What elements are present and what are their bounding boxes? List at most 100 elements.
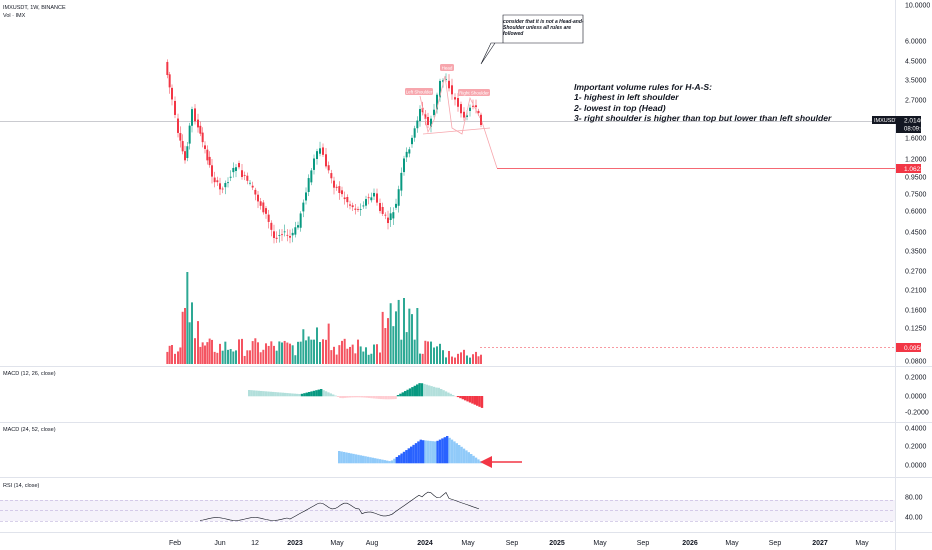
candle-body xyxy=(403,158,405,173)
candle-body xyxy=(249,182,251,184)
macd2-bar xyxy=(410,446,413,464)
volume-bar xyxy=(265,343,267,364)
volume-bar xyxy=(174,353,176,364)
price-tick: 0.1600 xyxy=(905,308,927,315)
volume-bar xyxy=(227,349,229,364)
macd1-bar xyxy=(260,390,263,397)
macd2-bar xyxy=(381,459,384,464)
volume-bar xyxy=(305,340,307,364)
candle-body xyxy=(275,237,278,239)
candle-body xyxy=(367,197,370,199)
volume-bar xyxy=(477,356,480,364)
volume-bar xyxy=(249,350,251,364)
macd2-bar xyxy=(390,460,394,464)
macd2-bar xyxy=(446,436,449,464)
macd2-bar xyxy=(357,454,360,464)
volume-bar xyxy=(232,351,235,364)
macd1-bar xyxy=(267,391,270,397)
candle-body xyxy=(270,222,273,230)
candle-body xyxy=(463,111,465,118)
candle-body xyxy=(381,207,384,214)
volume-bar xyxy=(216,352,219,364)
hs-labels: Left Shoulder Head Right Shoulder xyxy=(405,64,490,96)
volume-bar xyxy=(319,342,321,364)
candle-body xyxy=(184,151,186,161)
macd2-bar xyxy=(352,453,355,464)
candle-body xyxy=(174,100,176,115)
macd1-bar xyxy=(346,396,349,398)
macd2-bar xyxy=(453,441,456,464)
macd2-bar xyxy=(369,457,372,464)
price-tick: 0.1250 xyxy=(905,326,927,333)
price-tick: 6.0000 xyxy=(905,39,927,46)
volume-bar xyxy=(201,342,204,364)
macd1-bar xyxy=(416,384,419,397)
candle-body xyxy=(376,193,378,203)
rsi-band xyxy=(0,500,895,522)
price-tick: 0.9500 xyxy=(905,175,927,182)
macd1-bar xyxy=(372,396,376,399)
volume-bar xyxy=(389,303,392,364)
volume-bar xyxy=(213,351,216,364)
candle-body xyxy=(206,149,209,161)
volume-bar xyxy=(433,347,435,364)
volume-bar xyxy=(408,308,411,364)
volume-bar xyxy=(259,352,262,364)
macd1-bar xyxy=(344,396,347,398)
candle-body xyxy=(267,214,270,222)
candle-body xyxy=(419,109,421,122)
volume-bar xyxy=(354,353,357,364)
indicator-tick: 0.4000 xyxy=(905,426,927,433)
candle-body xyxy=(297,225,299,228)
candle-body xyxy=(373,192,375,197)
candle-body xyxy=(319,148,321,154)
candle-body xyxy=(400,172,403,191)
volume-bar xyxy=(181,311,184,364)
candle-body xyxy=(457,98,459,107)
candle-body xyxy=(286,234,289,236)
macd1-bar xyxy=(291,393,294,397)
macd2-bar xyxy=(472,455,475,464)
candle-body xyxy=(232,167,235,173)
macd1-bar xyxy=(435,387,438,397)
volume-bar xyxy=(457,353,459,364)
macd1-bar xyxy=(423,383,426,397)
macd1-bar xyxy=(389,396,392,400)
volume-bar xyxy=(400,339,403,364)
macd2-bar xyxy=(400,453,403,464)
candle-body xyxy=(395,203,397,208)
time-tick: May xyxy=(593,540,607,547)
macd1-bar xyxy=(257,390,260,397)
macd1-bar xyxy=(380,396,383,400)
volume-bar xyxy=(302,329,305,364)
candle-body xyxy=(224,182,227,188)
candle-body xyxy=(466,115,468,118)
volume-bar xyxy=(219,343,221,364)
volume-bar xyxy=(359,346,362,364)
macd1-bar xyxy=(368,396,371,398)
macd2-bar xyxy=(342,451,346,464)
macd1-bar xyxy=(298,394,301,397)
volume-bar xyxy=(439,343,441,364)
volume-bar xyxy=(241,338,243,364)
macd2-bar xyxy=(402,451,406,464)
candle-body xyxy=(397,189,400,206)
candle-body xyxy=(257,194,259,202)
macd2-bar xyxy=(470,454,473,464)
volume-bar xyxy=(238,339,240,364)
time-tick: May xyxy=(725,540,739,547)
volume-bar xyxy=(281,342,283,364)
macd1-bar xyxy=(408,388,412,397)
candle-body xyxy=(246,175,249,181)
candle-body xyxy=(346,196,349,203)
volume-bar xyxy=(179,347,182,364)
candle-body xyxy=(241,170,243,177)
macd2-bar xyxy=(414,443,418,464)
macd2-bar xyxy=(426,440,430,464)
macd1-bar xyxy=(392,396,395,400)
macd2-bar xyxy=(424,440,427,464)
macd1-bar xyxy=(382,396,385,400)
macd1-bar xyxy=(269,391,272,397)
